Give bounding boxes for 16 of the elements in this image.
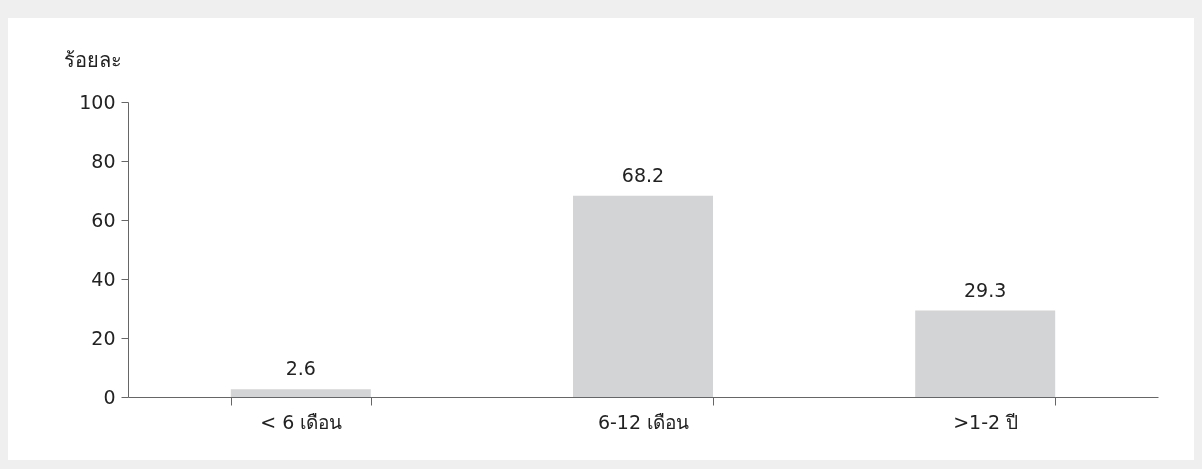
x-tick-label: 6-12 เดือน [597, 410, 690, 433]
data-label: 2.6 [285, 357, 316, 380]
y-tick-label: 60 [91, 208, 116, 231]
data-label: 68.2 [621, 163, 665, 186]
x-tick-label: < 6 เดือน [260, 410, 343, 433]
y-tick-label: 20 [91, 326, 116, 349]
bar [915, 310, 1056, 397]
bar [573, 195, 713, 397]
y-tick-label: 100 [79, 90, 116, 113]
y-tick-label: 0 [103, 385, 116, 408]
data-label: 29.3 [964, 278, 1007, 301]
y-tick-label: 80 [91, 149, 116, 172]
y-axis-title: ร้อยละ [63, 47, 122, 72]
x-tick-label: >1-2 ปี [953, 410, 1019, 433]
bar [230, 389, 371, 397]
y-tick-label: 40 [91, 267, 116, 290]
